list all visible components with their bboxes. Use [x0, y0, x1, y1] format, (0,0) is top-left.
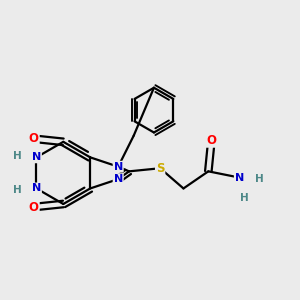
Text: H: H: [14, 185, 22, 195]
Text: N: N: [32, 152, 41, 162]
Text: O: O: [206, 134, 216, 147]
Text: H: H: [240, 193, 248, 203]
Text: N: N: [235, 172, 244, 183]
Text: O: O: [29, 132, 39, 145]
Text: S: S: [156, 162, 164, 175]
Text: N: N: [114, 174, 123, 184]
Text: H: H: [255, 174, 264, 184]
Text: O: O: [29, 201, 39, 214]
Text: H: H: [14, 151, 22, 161]
Text: N: N: [114, 162, 123, 172]
Text: N: N: [32, 183, 41, 194]
